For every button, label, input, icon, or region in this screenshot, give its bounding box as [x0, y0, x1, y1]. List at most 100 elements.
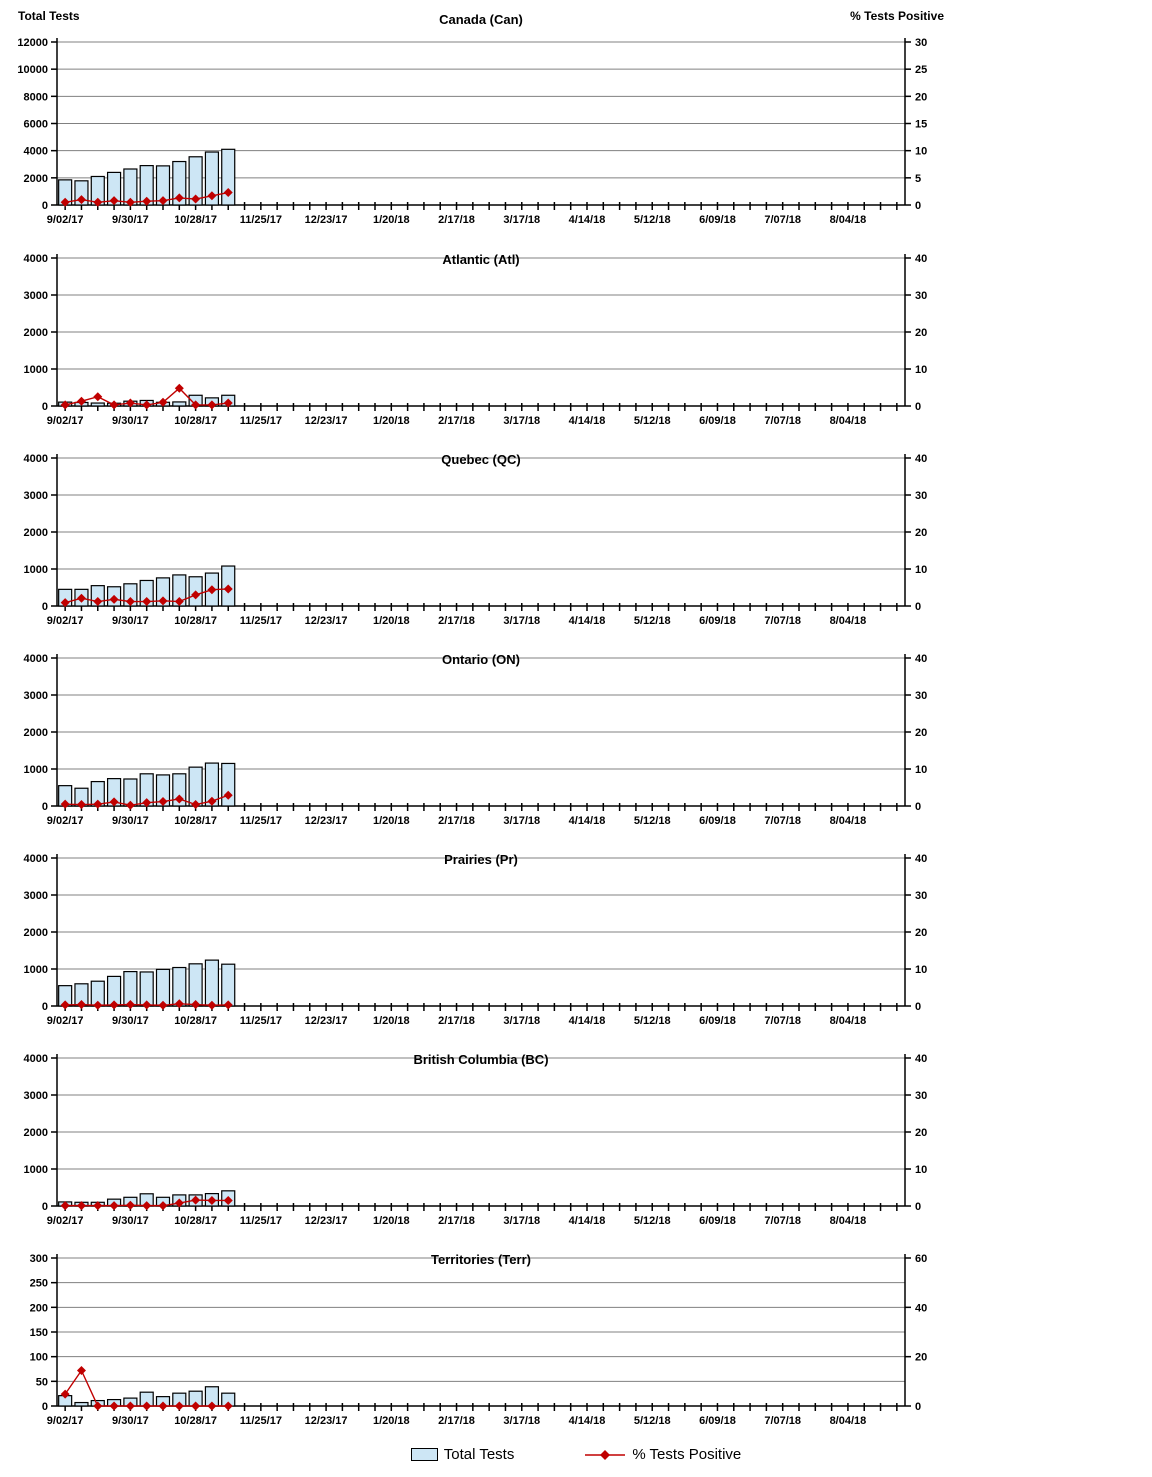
svg-text:11/25/17: 11/25/17 — [240, 615, 282, 627]
svg-text:20: 20 — [915, 1127, 927, 1139]
svg-text:2000: 2000 — [24, 327, 48, 339]
svg-text:1/20/18: 1/20/18 — [373, 1415, 410, 1427]
chart-prairies: 0 1000 2000 3000 4000 0 10 20 30 40 9/02/17 9/30/17… — [0, 832, 1152, 1032]
svg-text:2/17/18: 2/17/18 — [438, 1415, 475, 1427]
svg-text:4/14/18: 4/14/18 — [569, 415, 606, 427]
svg-text:6/09/18: 6/09/18 — [699, 1215, 736, 1227]
svg-text:0: 0 — [42, 200, 48, 212]
legend-item-pct-positive: % Tests Positive — [584, 1446, 741, 1463]
svg-text:Quebec (QC): Quebec (QC) — [441, 452, 520, 467]
svg-text:9/02/17: 9/02/17 — [47, 815, 84, 827]
svg-text:4/14/18: 4/14/18 — [569, 1415, 606, 1427]
svg-text:2000: 2000 — [24, 527, 48, 539]
svg-text:10/28/17: 10/28/17 — [174, 615, 217, 627]
svg-text:Total Tests: Total Tests — [18, 9, 80, 23]
chart-ontario: 0 1000 2000 3000 4000 0 10 20 30 40 9/02/17 9/30/17… — [0, 632, 1152, 832]
svg-text:4000: 4000 — [24, 146, 48, 158]
svg-text:2/17/18: 2/17/18 — [438, 815, 475, 827]
svg-text:6/09/18: 6/09/18 — [699, 1415, 736, 1427]
svg-text:4000: 4000 — [24, 253, 48, 265]
svg-text:7/07/18: 7/07/18 — [764, 214, 801, 226]
svg-text:10/28/17: 10/28/17 — [174, 815, 217, 827]
svg-text:12000: 12000 — [17, 37, 48, 49]
svg-text:12/23/17: 12/23/17 — [305, 815, 348, 827]
svg-text:10: 10 — [915, 364, 927, 376]
svg-text:3000: 3000 — [24, 490, 48, 502]
svg-text:2000: 2000 — [24, 727, 48, 739]
svg-text:0: 0 — [915, 801, 921, 813]
chart-legend: Total Tests % Tests Positive — [0, 1432, 1152, 1477]
svg-text:3000: 3000 — [24, 890, 48, 902]
svg-text:10/28/17: 10/28/17 — [174, 1215, 217, 1227]
svg-text:11/25/17: 11/25/17 — [240, 815, 282, 827]
svg-text:12/23/17: 12/23/17 — [305, 1415, 348, 1427]
svg-text:5/12/18: 5/12/18 — [634, 214, 671, 226]
svg-text:10/28/17: 10/28/17 — [174, 214, 217, 226]
svg-text:1000: 1000 — [24, 564, 48, 576]
svg-text:10: 10 — [915, 564, 927, 576]
svg-text:Ontario (ON): Ontario (ON) — [442, 652, 520, 667]
svg-text:11/25/17: 11/25/17 — [240, 1415, 282, 1427]
svg-text:12/23/17: 12/23/17 — [305, 214, 348, 226]
chart-atlantic: 0 1000 2000 3000 4000 0 10 20 30 40 9/02/17 9/30/17… — [0, 232, 1152, 432]
svg-text:9/30/17: 9/30/17 — [112, 214, 149, 226]
svg-text:8/04/18: 8/04/18 — [830, 1215, 867, 1227]
svg-text:20: 20 — [915, 1352, 927, 1364]
svg-text:0: 0 — [42, 401, 48, 413]
svg-text:9/30/17: 9/30/17 — [112, 615, 149, 627]
svg-text:100: 100 — [30, 1352, 48, 1364]
svg-text:5: 5 — [915, 173, 921, 185]
svg-text:20: 20 — [915, 527, 927, 539]
svg-text:4000: 4000 — [24, 853, 48, 865]
svg-text:10: 10 — [915, 146, 927, 158]
svg-text:11/25/17: 11/25/17 — [240, 1015, 282, 1027]
svg-text:9/02/17: 9/02/17 — [47, 415, 84, 427]
svg-text:11/25/17: 11/25/17 — [240, 1215, 282, 1227]
svg-text:9/30/17: 9/30/17 — [112, 1215, 149, 1227]
svg-text:150: 150 — [30, 1327, 48, 1339]
chart-british-columbia: 0 1000 2000 3000 4000 0 10 20 30 40 9/02/17 9/30/17… — [0, 1032, 1152, 1232]
svg-text:8/04/18: 8/04/18 — [830, 214, 867, 226]
svg-text:30: 30 — [915, 1090, 927, 1102]
svg-text:20: 20 — [915, 727, 927, 739]
svg-text:50: 50 — [36, 1376, 48, 1388]
svg-text:0: 0 — [915, 200, 921, 212]
svg-text:4/14/18: 4/14/18 — [569, 615, 606, 627]
svg-text:3000: 3000 — [24, 290, 48, 302]
svg-text:5/12/18: 5/12/18 — [634, 1215, 671, 1227]
svg-text:0: 0 — [915, 1401, 921, 1413]
pct-positive-line-icon — [585, 1449, 626, 1460]
svg-text:7/07/18: 7/07/18 — [764, 1215, 801, 1227]
svg-text:1000: 1000 — [24, 364, 48, 376]
svg-text:6/09/18: 6/09/18 — [699, 1015, 736, 1027]
svg-text:7/07/18: 7/07/18 — [764, 1415, 801, 1427]
svg-text:30: 30 — [915, 690, 927, 702]
svg-text:10/28/17: 10/28/17 — [174, 415, 217, 427]
svg-text:300: 300 — [30, 1253, 48, 1265]
svg-text:250: 250 — [30, 1278, 48, 1290]
svg-text:9/30/17: 9/30/17 — [112, 415, 149, 427]
svg-text:0: 0 — [42, 601, 48, 613]
svg-text:10/28/17: 10/28/17 — [174, 1415, 217, 1427]
svg-text:8/04/18: 8/04/18 — [830, 415, 867, 427]
svg-text:40: 40 — [915, 1302, 927, 1314]
svg-text:10: 10 — [915, 964, 927, 976]
chart-atlantic-svg: 0 1000 2000 3000 4000 0 10 20 30 40 9/02/17 9/30/17… — [24, 252, 928, 427]
svg-text:4000: 4000 — [24, 653, 48, 665]
svg-text:2/17/18: 2/17/18 — [438, 1015, 475, 1027]
svg-text:7/07/18: 7/07/18 — [764, 415, 801, 427]
svg-text:1000: 1000 — [24, 1164, 48, 1176]
svg-text:6/09/18: 6/09/18 — [699, 415, 736, 427]
svg-text:1/20/18: 1/20/18 — [373, 1015, 410, 1027]
svg-text:10/28/17: 10/28/17 — [174, 1015, 217, 1027]
svg-text:30: 30 — [915, 290, 927, 302]
svg-text:0: 0 — [42, 1401, 48, 1413]
svg-text:11/25/17: 11/25/17 — [240, 214, 282, 226]
svg-text:% Tests Positive: % Tests Positive — [850, 9, 944, 23]
svg-text:40: 40 — [915, 453, 927, 465]
svg-text:0: 0 — [42, 801, 48, 813]
svg-text:1/20/18: 1/20/18 — [373, 1215, 410, 1227]
svg-text:4/14/18: 4/14/18 — [569, 815, 606, 827]
svg-text:40: 40 — [915, 853, 927, 865]
svg-text:1000: 1000 — [24, 764, 48, 776]
